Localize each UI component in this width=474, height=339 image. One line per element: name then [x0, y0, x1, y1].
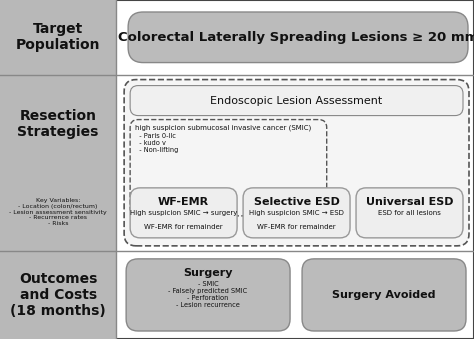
- Text: Endoscopic Lesion Assessment: Endoscopic Lesion Assessment: [210, 96, 383, 105]
- Text: Key Variables:
- Location (colon/rectum)
- Lesion assessment sensitivity
- Recur: Key Variables: - Location (colon/rectum)…: [9, 198, 107, 226]
- FancyBboxPatch shape: [130, 85, 463, 116]
- Text: High suspicion SMIC → ESD

WF-EMR for remainder: High suspicion SMIC → ESD WF-EMR for rem…: [249, 210, 344, 230]
- FancyBboxPatch shape: [126, 259, 290, 331]
- FancyBboxPatch shape: [130, 120, 327, 216]
- Text: Target
Population: Target Population: [16, 22, 100, 53]
- FancyBboxPatch shape: [356, 188, 463, 238]
- Text: Universal ESD: Universal ESD: [366, 197, 453, 207]
- FancyBboxPatch shape: [302, 259, 466, 331]
- Text: - SMIC
- Falsely predicted SMIC
- Perforation
- Lesion recurrence: - SMIC - Falsely predicted SMIC - Perfor…: [168, 281, 248, 308]
- FancyBboxPatch shape: [128, 12, 468, 63]
- Text: Colorectal Laterally Spreading Lesions ≥ 20 mm: Colorectal Laterally Spreading Lesions ≥…: [118, 31, 474, 44]
- Text: Surgery: Surgery: [183, 268, 233, 278]
- FancyBboxPatch shape: [243, 188, 350, 238]
- Bar: [0, 0, 116, 75]
- Bar: [0, 75, 116, 251]
- Text: Surgery Avoided: Surgery Avoided: [332, 290, 436, 300]
- Text: WF-EMR: WF-EMR: [158, 197, 209, 207]
- Text: - Paris 0-IIc
  - kudo v
  - Non-lifting: - Paris 0-IIc - kudo v - Non-lifting: [135, 133, 179, 153]
- Text: Outcomes
and Costs
(18 months): Outcomes and Costs (18 months): [10, 272, 106, 318]
- Bar: [0, 251, 116, 339]
- Text: Resection
Strategies: Resection Strategies: [18, 109, 99, 139]
- Text: Selective ESD: Selective ESD: [254, 197, 339, 207]
- Text: High suspicion SMIC → surgery

WF-EMR for remainder: High suspicion SMIC → surgery WF-EMR for…: [130, 210, 237, 230]
- Text: ESD for all lesions: ESD for all lesions: [378, 210, 441, 216]
- Text: high suspicion submucosal invasive cancer (SMIC): high suspicion submucosal invasive cance…: [135, 124, 311, 131]
- FancyBboxPatch shape: [124, 80, 469, 246]
- FancyBboxPatch shape: [130, 188, 237, 238]
